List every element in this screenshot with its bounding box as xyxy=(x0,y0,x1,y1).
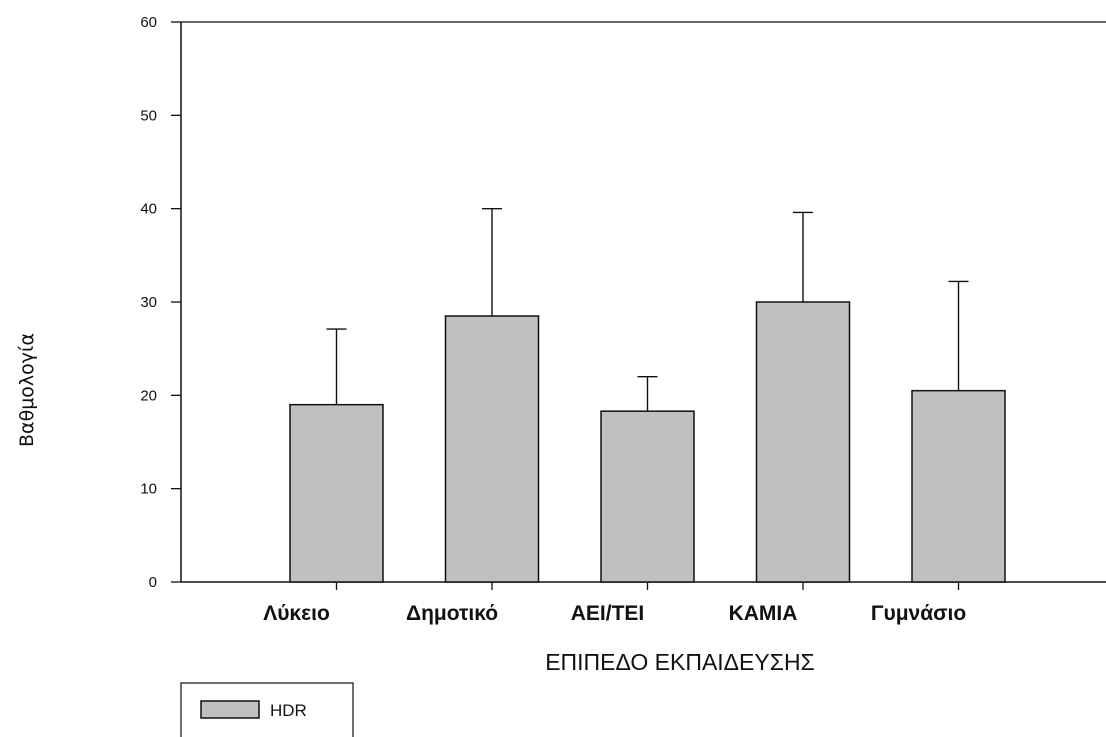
x-category-label: ΚΑΜΙΑ xyxy=(729,602,798,625)
x-category-label: ΑΕΙ/ΤΕΙ xyxy=(571,602,645,625)
y-tick-label: 0 xyxy=(149,574,157,591)
bar xyxy=(289,403,384,583)
chart-y-ticks: 0 10 20 30 40 50 60 xyxy=(140,14,181,591)
legend-swatch-hdr xyxy=(200,700,260,719)
y-tick-label: 40 xyxy=(140,201,157,218)
bar xyxy=(444,315,540,583)
y-tick-label: 50 xyxy=(140,107,157,124)
x-category-label: Λύκειο xyxy=(263,602,330,625)
y-tick-label: 10 xyxy=(140,481,157,498)
chart-bars xyxy=(289,301,1006,583)
y-axis-label: Βαθμολογία xyxy=(16,333,38,447)
x-axis-label: ΕΠΙΠΕΔΟ ΕΚΠΑΙΔΕΥΣΗΣ xyxy=(545,649,815,675)
bar xyxy=(755,301,851,583)
bar xyxy=(600,410,695,583)
legend-label-hdr: HDR xyxy=(270,701,307,720)
bar xyxy=(911,389,1006,583)
y-tick-label: 60 xyxy=(140,14,157,31)
y-tick-label: 30 xyxy=(140,294,157,311)
y-tick-label: 20 xyxy=(140,387,157,404)
chart-legend: HDR xyxy=(180,682,354,737)
chart-error-bars xyxy=(326,207,969,412)
x-category-label: Δημοτικό xyxy=(406,602,498,625)
x-category-label: Γυμνάσιο xyxy=(871,602,966,625)
chart-x-categories: Λύκειο Δημοτικό ΑΕΙ/ΤΕΙ ΚΑΜΙΑ Γυμνάσιο xyxy=(263,582,966,625)
